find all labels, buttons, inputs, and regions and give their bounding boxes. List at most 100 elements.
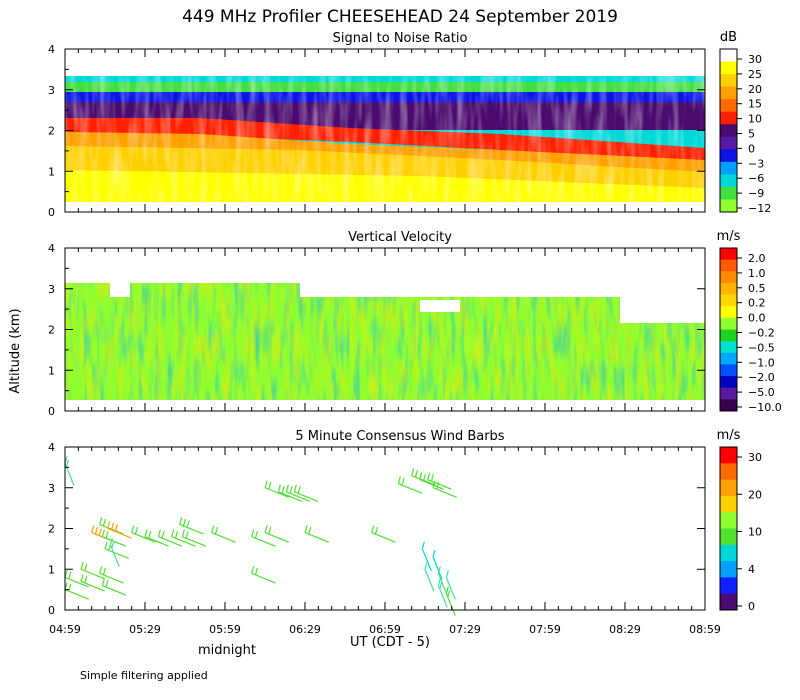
barb-flag [297, 486, 301, 494]
barb-staff [398, 483, 423, 494]
barb-flag [432, 549, 436, 558]
midnight-label: midnight [198, 643, 256, 658]
colorbar-label: 0.5 [748, 282, 766, 295]
axes: 0 1 2 3 4 0 1 2 3 4 0 1 2 3 4 04:59 05:29 05:59 06:29 06:59… [48, 43, 721, 636]
barb-flag [94, 526, 99, 535]
wind-barb [264, 480, 289, 498]
barb-flag [102, 518, 107, 527]
barb-staff [80, 580, 105, 592]
colorbar-label: −1.0 [748, 356, 775, 369]
colorbar-label: −3 [748, 157, 764, 170]
x-tick-label: 08:29 [609, 623, 641, 636]
vv-updraft-texture [65, 283, 705, 400]
barbs-plot-frame [64, 446, 706, 611]
colorbar-swatch [720, 49, 737, 63]
colorbar-swatch [720, 463, 737, 481]
barb-flag [289, 486, 293, 494]
barb-flag [101, 578, 105, 586]
wind-barb [101, 529, 127, 547]
vv-missing-gap [110, 283, 130, 297]
barb-flag [114, 524, 118, 532]
barb-staff [109, 544, 120, 568]
colorbar-label: −12 [748, 202, 771, 215]
colorbar-swatch [720, 364, 737, 377]
barb-staff [445, 577, 456, 600]
colorbar-swatch [720, 306, 737, 319]
wind-barb [424, 562, 435, 592]
footnote: Simple filtering applied [80, 669, 208, 682]
colorbar-swatch [720, 447, 737, 464]
colorbar-swatch [720, 577, 737, 595]
barb-flag [148, 531, 152, 539]
barb-flag [397, 476, 401, 484]
colorbar-swatch [720, 282, 737, 296]
barb-flag [171, 529, 175, 537]
barb-flag [84, 563, 88, 571]
barbs-panel-title: 5 Minute Consensus Wind Barbs [295, 429, 504, 444]
vv-missing-gap [420, 300, 460, 312]
barb-flag [110, 522, 115, 531]
colorbar-label: 4 [748, 563, 755, 576]
barb-flag [424, 562, 428, 570]
y-tick-label: 2 [48, 523, 55, 536]
x-tick-label: 07:29 [449, 623, 481, 636]
colorbar-swatch [720, 61, 737, 75]
wind-barb [251, 566, 276, 584]
x-tick-label: 05:59 [209, 623, 241, 636]
colorbar-label: 30 [748, 451, 762, 464]
barb-flag [268, 482, 272, 490]
wind-barb [432, 549, 443, 580]
wind-barb [445, 586, 456, 616]
barb-flag [268, 526, 272, 535]
colorbar-label: 25 [748, 68, 762, 81]
barb-staff [211, 532, 236, 543]
barb-flag [134, 526, 139, 535]
barb-flag [211, 525, 215, 533]
colorbar-label: 2.0 [748, 252, 766, 265]
wind-barb [251, 529, 276, 547]
wind-barb [411, 468, 436, 486]
x-tick-label: 05:29 [129, 623, 161, 636]
barb-staff [371, 532, 396, 543]
colorbar-swatch [720, 376, 737, 389]
colorbar-label: −0.2 [748, 327, 775, 340]
barb-staff [99, 572, 124, 584]
wind-barb [264, 525, 289, 543]
colorbar-label: −9 [748, 187, 764, 200]
colorbar-swatch [720, 99, 737, 113]
barb-flag [285, 484, 289, 492]
barb-staff [437, 573, 448, 596]
colorbar-swatch [720, 341, 737, 354]
barb-staff [104, 548, 129, 559]
barb-flag [414, 469, 419, 478]
y-tick-label: 0 [48, 405, 55, 418]
colorbar-label: 20 [748, 488, 762, 501]
colorbar-label: 0.0 [748, 312, 766, 325]
colorbar-frame [719, 48, 738, 213]
wind-barb [107, 521, 132, 539]
barb-flag [439, 581, 443, 590]
barb-staff [171, 536, 196, 547]
colorbar-label: 20 [748, 83, 762, 96]
figure-title: 449 MHz Profiler CHEESEHEAD 24 September… [182, 7, 618, 27]
colorbar-label: 0.2 [748, 297, 766, 310]
barb-flag [430, 473, 435, 482]
wind-barb [64, 570, 89, 588]
y-tick-label: 4 [48, 242, 55, 255]
colorbar-swatch [720, 479, 737, 497]
y-tick-label: 1 [48, 364, 55, 377]
colorbar-label: 10 [748, 526, 762, 539]
colorbar-swatch [720, 387, 737, 400]
x-tick-label: 06:29 [289, 623, 321, 636]
colorbar-swatch [720, 271, 737, 284]
colorbar-swatch [720, 561, 737, 578]
barb-staff [251, 572, 276, 584]
wind-barb [157, 529, 183, 547]
barb-flag [437, 566, 441, 574]
barb-flag [80, 562, 84, 570]
x-tick-label: 04:59 [49, 623, 81, 636]
colorbar-swatch [720, 74, 737, 88]
y-tick-label: 2 [48, 324, 55, 337]
barb-flag [422, 473, 427, 482]
vv-missing-gap [620, 283, 705, 323]
